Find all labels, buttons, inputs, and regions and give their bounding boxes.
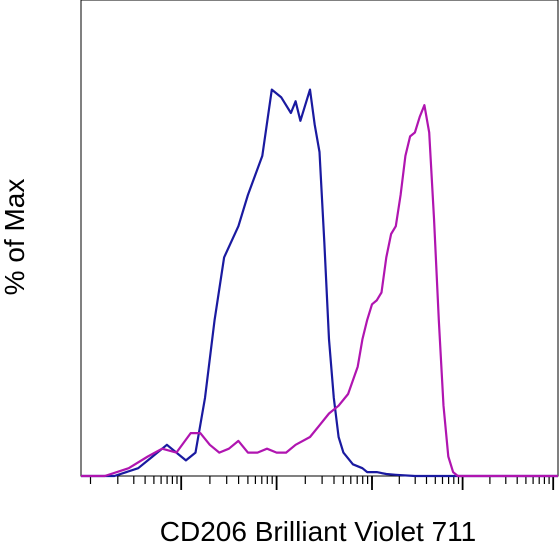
series-line-2: [81, 104, 558, 478]
series-layer: [81, 88, 558, 478]
y-axis-label: % of Max: [0, 179, 30, 296]
x-axis-ticks: [89, 476, 555, 490]
series-line-1: [81, 88, 558, 478]
plot-frame: [80, 0, 559, 477]
x-axis-label: CD206 Brilliant Violet 711: [160, 516, 476, 545]
